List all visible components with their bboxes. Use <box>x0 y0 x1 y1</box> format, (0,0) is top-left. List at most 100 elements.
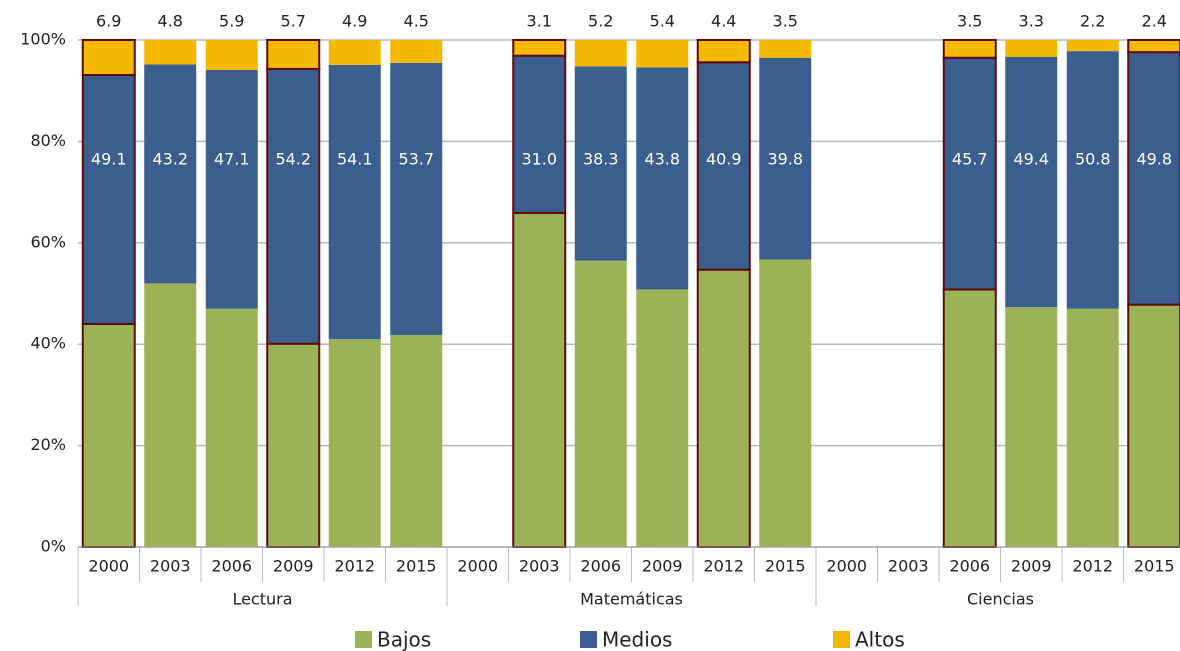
legend-label: Bajos <box>377 628 431 651</box>
bar-segment <box>81 73 136 325</box>
bar-segment <box>636 67 689 290</box>
value-label: 4.9 <box>342 12 367 31</box>
bar-segment <box>1127 39 1180 54</box>
legend-label: Medios <box>602 628 672 651</box>
y-tick-label: 40% <box>30 334 66 353</box>
value-label: 49.4 <box>1013 150 1049 169</box>
bar-segment <box>512 211 567 548</box>
value-label: 6.9 <box>96 12 121 31</box>
value-label: 49.8 <box>1136 150 1172 169</box>
bar-segment <box>759 259 812 547</box>
value-label: 53.7 <box>398 150 434 169</box>
x-tick-label: 2012 <box>703 557 744 576</box>
y-tick-label: 60% <box>30 232 66 251</box>
value-label: 40.9 <box>706 150 742 169</box>
bar-segment <box>205 308 258 547</box>
legend-swatch <box>355 631 372 648</box>
value-label: 54.1 <box>337 150 373 169</box>
group-label: Ciencias <box>967 590 1034 609</box>
bar-segment <box>390 62 443 336</box>
bar-segment <box>759 40 812 58</box>
bar-segment <box>574 260 627 547</box>
x-tick-label: 2012 <box>334 557 375 576</box>
legend-swatch <box>833 631 850 648</box>
value-label: 43.2 <box>152 150 188 169</box>
value-label: 49.1 <box>91 150 127 169</box>
group-label: Lectura <box>232 590 292 609</box>
bar-segment <box>574 66 627 261</box>
bar-segment <box>1066 51 1119 309</box>
bar-segment <box>1005 307 1058 547</box>
bar-segment <box>205 40 258 70</box>
value-label: 4.8 <box>158 12 183 31</box>
value-label: 45.7 <box>952 150 988 169</box>
bar-segment <box>696 39 751 64</box>
bar-segment <box>696 61 751 271</box>
x-tick-label: 2003 <box>150 557 191 576</box>
bar-segment <box>144 283 197 547</box>
bar-segment <box>512 39 567 57</box>
value-label: 50.8 <box>1075 150 1111 169</box>
bar-segment <box>636 289 689 547</box>
value-label: 5.7 <box>281 12 306 31</box>
bar-segment <box>266 67 321 345</box>
x-tick-label: 2012 <box>1072 557 1113 576</box>
value-label: 38.3 <box>583 150 619 169</box>
bar-segment <box>696 268 751 548</box>
bar-segment <box>942 39 997 59</box>
x-tick-label: 2015 <box>765 557 806 576</box>
bar-segment <box>328 339 381 547</box>
bar-segment <box>1127 51 1180 306</box>
value-label: 54.2 <box>275 150 311 169</box>
bar-segment <box>390 40 443 63</box>
bar-segment <box>1127 303 1180 548</box>
x-tick-label: 2003 <box>519 557 560 576</box>
x-tick-label: 2000 <box>88 557 129 576</box>
group-label: Matemáticas <box>580 590 683 609</box>
value-label: 2.2 <box>1080 12 1105 31</box>
bar-segment <box>636 40 689 68</box>
bar-segment <box>81 39 136 76</box>
bar-segment <box>1005 40 1058 57</box>
bar-segment <box>266 342 321 548</box>
value-label: 43.8 <box>644 150 680 169</box>
x-tick-label: 2015 <box>396 557 437 576</box>
bar-segment <box>759 57 812 260</box>
x-tick-label: 2006 <box>580 557 621 576</box>
bar-segment <box>390 335 443 547</box>
value-label: 5.9 <box>219 12 244 31</box>
bar-segment <box>205 69 258 309</box>
legend-swatch <box>580 631 597 648</box>
bar-segment <box>81 322 136 549</box>
bar-segment <box>328 40 381 65</box>
x-tick-label: 2015 <box>1134 557 1175 576</box>
value-label: 3.3 <box>1019 12 1044 31</box>
value-label: 47.1 <box>214 150 250 169</box>
value-label: 5.4 <box>650 12 675 31</box>
bar-segment <box>574 40 627 67</box>
value-label: 3.5 <box>957 12 982 31</box>
value-label: 3.5 <box>773 12 798 31</box>
bar-segment <box>942 288 997 548</box>
bar-segment <box>1005 56 1058 308</box>
y-tick-label: 100% <box>20 30 66 49</box>
x-tick-label: 2009 <box>642 557 683 576</box>
x-tick-label: 2006 <box>211 557 252 576</box>
value-label: 5.2 <box>588 12 613 31</box>
bar-segment <box>512 54 567 214</box>
bar-segment <box>144 64 197 284</box>
value-label: 3.1 <box>527 12 552 31</box>
value-label: 4.4 <box>711 12 736 31</box>
y-tick-label: 20% <box>30 435 66 454</box>
bar-segment <box>1066 40 1119 52</box>
value-label: 31.0 <box>521 150 557 169</box>
x-tick-label: 2000 <box>457 557 498 576</box>
y-tick-label: 0% <box>41 537 66 556</box>
bar-segment <box>144 40 197 65</box>
value-label: 2.4 <box>1142 12 1167 31</box>
x-tick-label: 2009 <box>273 557 314 576</box>
x-tick-label: 2009 <box>1011 557 1052 576</box>
x-tick-label: 2003 <box>888 557 929 576</box>
legend-label: Altos <box>855 628 905 651</box>
